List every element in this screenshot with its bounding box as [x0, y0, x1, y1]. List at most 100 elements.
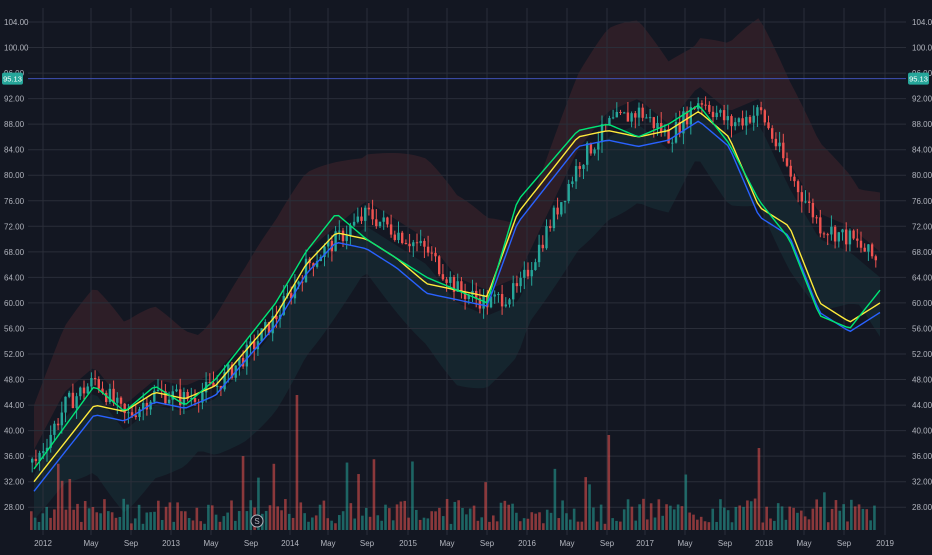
candle-body [619, 111, 622, 114]
volume-bar [199, 521, 202, 530]
volume-bar [511, 503, 514, 530]
candle-body [623, 112, 626, 114]
volume-bar [611, 518, 614, 530]
y-tick-label-right: 68.00 [912, 248, 932, 257]
x-tick-label: 2018 [755, 539, 773, 548]
volume-bar [580, 521, 584, 530]
candle-body [615, 111, 618, 118]
candle-body [230, 364, 234, 378]
candle-body [597, 142, 600, 150]
candle-body [82, 387, 86, 394]
volume-bar [56, 463, 60, 530]
candle-body [434, 252, 437, 257]
volume-bar [626, 499, 630, 530]
volume-bar [126, 504, 129, 530]
volume-bar [630, 506, 634, 530]
volume-bar [484, 482, 487, 530]
last-price-badge-right: 95.13 [908, 72, 929, 85]
volume-bar [699, 516, 703, 530]
candle-body [589, 143, 593, 154]
candle-body [382, 217, 385, 222]
candle-body [397, 232, 400, 241]
volume-bar [153, 511, 156, 530]
candle-body [456, 281, 459, 292]
volume-bar [838, 510, 842, 530]
volume-bar [819, 506, 822, 530]
volume-bar [122, 498, 125, 530]
x-tick-label: 2013 [162, 539, 180, 548]
volume-bar [287, 513, 291, 530]
candle-body [341, 230, 345, 242]
y-tick-label-left: 48.00 [4, 376, 25, 385]
candle-body [545, 226, 548, 249]
x-tick-label: May [677, 539, 692, 548]
volume-bar [314, 515, 318, 530]
candle-body [493, 294, 496, 297]
volume-bar [245, 511, 249, 530]
candle-body [608, 118, 611, 125]
volume-bar [503, 500, 507, 530]
volume-bar [572, 508, 576, 530]
candle-body [730, 116, 733, 127]
candle-body [841, 229, 844, 233]
volume-bar [207, 504, 210, 530]
volume-bar [426, 518, 430, 530]
candle-body [412, 242, 415, 247]
volume-bar [364, 507, 368, 530]
x-tick-label: May [796, 539, 811, 548]
volume-bar [318, 504, 322, 530]
moving-averages [33, 104, 881, 492]
candle-body [504, 304, 507, 307]
y-tick-label-right: 44.00 [912, 401, 932, 410]
candle-body [79, 387, 82, 397]
y-tick-label-left: 36.00 [4, 452, 25, 461]
candle-body [334, 231, 337, 252]
candle-body [323, 246, 326, 257]
candle-body [86, 386, 89, 394]
candle-body [142, 402, 145, 410]
volume-bar [83, 501, 87, 530]
candle-body [452, 277, 456, 292]
volume-bar [195, 507, 199, 530]
candle-body [508, 299, 511, 305]
candle-body [734, 122, 737, 127]
candle-body [774, 138, 778, 147]
volume-bar [557, 518, 561, 530]
volume-bar [857, 504, 861, 530]
last-price-label: 95.13 [3, 75, 22, 84]
volume-bar [769, 518, 772, 530]
y-tick-label-left: 88.00 [4, 120, 25, 129]
y-tick-label-right: 28.00 [912, 503, 932, 512]
y-tick-label-right: 84.00 [912, 146, 932, 155]
candle-body [389, 224, 393, 235]
volume-bar [607, 435, 611, 530]
volume-bar [492, 515, 495, 530]
candle-body [808, 201, 811, 203]
volume-bar [114, 517, 118, 530]
volume-bar [176, 502, 179, 530]
candle-body [245, 344, 248, 367]
candle-body [430, 252, 433, 254]
volume-bar [218, 521, 222, 530]
y-tick-label-right: 92.00 [912, 95, 932, 104]
x-tick-label: May [203, 539, 218, 548]
candle-body [423, 240, 426, 247]
y-tick-label-right: 52.00 [912, 350, 932, 359]
candle-body [149, 401, 152, 410]
candle-body [345, 235, 348, 242]
candle-body [356, 216, 359, 222]
candle-body [711, 111, 715, 118]
volume-bar [234, 520, 237, 530]
candle-body [771, 128, 774, 139]
candle-body [71, 392, 75, 409]
candle-body [304, 258, 308, 283]
candle-body [167, 399, 171, 404]
upper-band [34, 18, 880, 450]
candle-body [785, 158, 789, 166]
candle-body [726, 116, 729, 121]
candle-body [811, 202, 815, 218]
candle-body [682, 111, 685, 134]
volume-bar [534, 513, 537, 530]
